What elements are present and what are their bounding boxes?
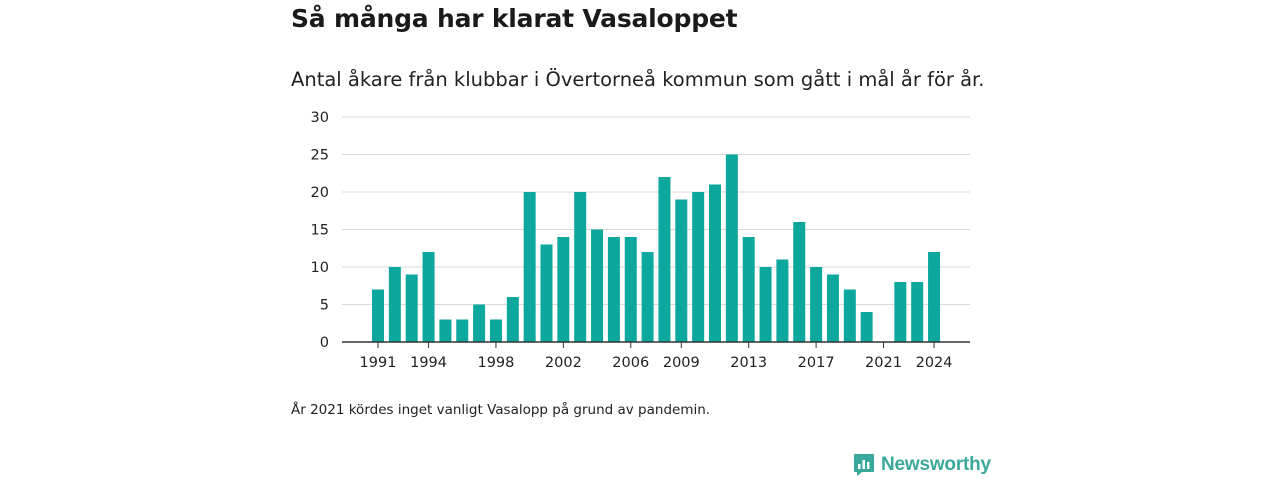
bar-2017 (810, 267, 823, 342)
bar-2011 (709, 184, 721, 342)
y-tick-label: 0 (320, 335, 329, 351)
footnote: År 2021 kördes inget vanligt Vasalopp på… (291, 402, 711, 418)
bars (372, 154, 941, 342)
bar-2012 (725, 154, 738, 342)
bar-2013 (742, 237, 755, 342)
bar-2022 (894, 282, 907, 342)
bar-2003 (574, 192, 587, 342)
bar-2010 (692, 192, 705, 342)
x-tick-label: 2013 (730, 355, 767, 371)
x-tick-label: 1991 (360, 355, 397, 371)
bar-2024 (928, 252, 941, 342)
chart-title: Så många har klarat Vasaloppet (291, 4, 738, 33)
x-tick-label: 2006 (612, 355, 649, 371)
bar-2019 (843, 289, 856, 342)
bar-2006 (624, 237, 637, 342)
bar-1999 (506, 297, 519, 342)
x-tick-label: 1994 (410, 355, 447, 371)
bar-2009 (675, 199, 688, 342)
y-axis-ticks: 0 5 10 15 20 25 30 (311, 110, 329, 351)
x-tick-label: 2002 (545, 355, 582, 371)
x-tick-label: 2024 (916, 355, 953, 371)
bar-1996 (456, 319, 469, 342)
bar-2014 (759, 267, 772, 342)
bar-1997 (473, 304, 486, 342)
x-tick-label: 2021 (865, 355, 902, 371)
brand-name: Newsworthy (881, 454, 991, 475)
newsworthy-logo: Newsworthy (853, 453, 991, 477)
x-tick-label: 1998 (477, 355, 514, 371)
bar-2018 (826, 274, 839, 342)
bar-2005 (607, 237, 620, 342)
bar-2020 (860, 312, 873, 342)
bar-1995 (439, 319, 452, 342)
y-tick-label: 10 (311, 260, 329, 276)
bar-1992 (388, 267, 401, 342)
x-tick-label: 2009 (663, 355, 700, 371)
grid-lines (342, 116, 970, 305)
y-tick-label: 30 (311, 110, 329, 126)
bar-2023 (911, 282, 924, 342)
bar-2004 (591, 229, 604, 342)
bar-2008 (658, 177, 671, 342)
bar-2002 (557, 237, 570, 342)
bar-2015 (776, 259, 789, 342)
bar-2016 (793, 222, 806, 342)
bar-2007 (641, 252, 654, 342)
y-tick-label: 15 (311, 223, 329, 239)
bar-1993 (405, 274, 418, 342)
bar-1994 (422, 252, 435, 342)
x-tick-label: 2017 (798, 355, 835, 371)
chart-subtitle: Antal åkare från klubbar i Övertorneå ko… (291, 68, 985, 91)
bar-2000 (523, 192, 536, 342)
y-tick-label: 5 (320, 298, 329, 314)
bar-1998 (489, 319, 502, 342)
bar-2001 (540, 244, 553, 342)
y-tick-label: 25 (311, 148, 329, 164)
y-tick-label: 20 (311, 185, 329, 201)
bar-1991 (372, 289, 384, 342)
bar-chart: 0 5 10 15 20 25 30 1991 1994 1998 2002 2006 2009 201… (311, 110, 970, 371)
x-axis-ticks: 1991 1994 1998 2002 2006 2009 2013 2017 2021 2024 (360, 342, 953, 371)
newsworthy-logo-icon (854, 454, 874, 476)
